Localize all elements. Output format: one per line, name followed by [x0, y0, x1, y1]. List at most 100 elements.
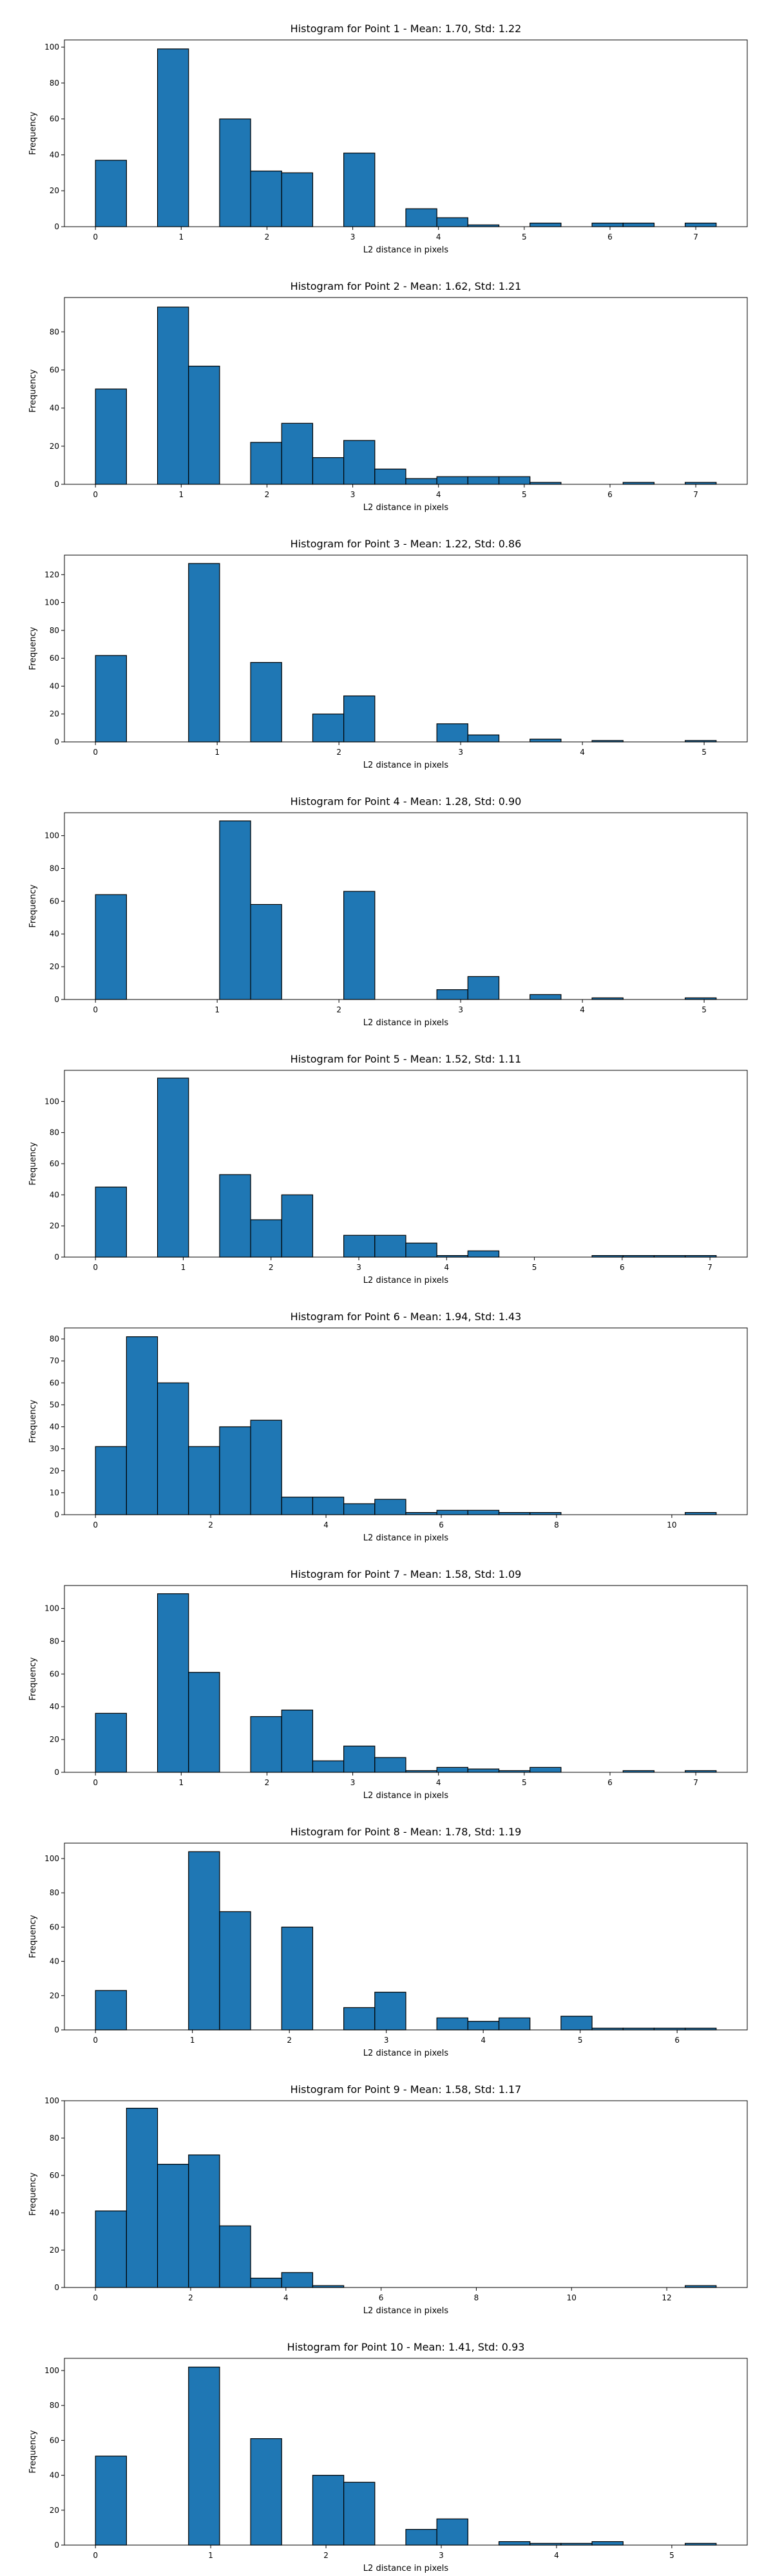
plot-frame — [64, 1585, 748, 1773]
histogram-bar — [281, 1926, 314, 2031]
x-tick-label: 0 — [93, 490, 98, 499]
y-tick-label: 80 — [50, 1636, 59, 1645]
x-tick-label: 3 — [356, 1263, 361, 1272]
x-tick-label: 4 — [283, 2293, 289, 2302]
histogram-bar — [343, 2007, 376, 2031]
histogram-bar — [281, 1497, 314, 1515]
x-tick-label: 4 — [323, 1520, 329, 1530]
chart-title: Histogram for Point 9 - Mean: 1.58, Std:… — [291, 2083, 522, 2096]
y-tick-label: 0 — [54, 1768, 59, 1777]
x-tick-label: 1 — [181, 1263, 186, 1272]
histogram-bar — [157, 2164, 189, 2288]
y-tick-label: 80 — [50, 327, 59, 336]
histogram-bar — [95, 2456, 127, 2546]
chart-title: Histogram for Point 10 - Mean: 1.41, Std… — [287, 2341, 525, 2353]
y-tick-label: 120 — [44, 570, 59, 579]
histogram-bar — [157, 1382, 189, 1515]
y-tick-label: 40 — [50, 1190, 59, 1199]
histogram-bar — [343, 2481, 376, 2546]
histogram-bar — [343, 891, 376, 1000]
y-tick-label: 70 — [50, 1356, 59, 1365]
x-tick-label: 4 — [436, 490, 441, 499]
y-tick-label: 60 — [50, 896, 59, 905]
histogram-bar — [405, 1242, 437, 1258]
chart-title: Histogram for Point 2 - Mean: 1.62, Std:… — [291, 280, 522, 292]
histogram-bar — [374, 1757, 406, 1773]
y-axis-label: Frequency — [28, 1915, 38, 1958]
histogram-bar — [312, 1497, 345, 1515]
histogram-bar — [405, 208, 437, 227]
y-tick-label: 100 — [44, 2366, 59, 2375]
histogram-bar — [157, 48, 189, 227]
histogram-bar — [312, 2474, 345, 2546]
histogram-bar — [498, 476, 531, 485]
histogram-bar — [405, 478, 437, 485]
histogram-bar — [312, 714, 345, 743]
y-tick-label: 40 — [50, 681, 59, 690]
histogram-bar — [467, 476, 500, 485]
y-tick-label: 40 — [50, 929, 59, 938]
histogram-bar — [591, 2541, 624, 2546]
histogram-bar — [188, 1672, 220, 1773]
histogram-bar — [219, 1174, 251, 1258]
chart-panel-2: Histogram for Point 2 - Mean: 1.62, Std:… — [28, 280, 748, 513]
y-tick-label: 60 — [50, 1669, 59, 1678]
chart-panel-4: Histogram for Point 4 - Mean: 1.28, Std:… — [28, 795, 748, 1028]
histogram-bar — [436, 989, 468, 1000]
histogram-bar — [530, 739, 562, 743]
x-tick-label: 5 — [532, 1263, 537, 1272]
x-axis-label: L2 distance in pixels — [363, 2306, 449, 2316]
x-tick-label: 1 — [215, 748, 220, 757]
histogram-bar — [560, 2016, 593, 2031]
chart-title: Histogram for Point 4 - Mean: 1.28, Std:… — [291, 795, 522, 808]
histogram-bar — [467, 1250, 500, 1258]
histogram-bar — [374, 1235, 406, 1258]
histogram-bar — [281, 1709, 314, 1773]
y-tick-label: 40 — [50, 1702, 59, 1711]
plot-frame — [64, 39, 748, 227]
histogram-bar — [343, 440, 376, 485]
histogram-bar — [95, 1186, 127, 1258]
y-tick-label: 100 — [44, 43, 59, 52]
histogram-bar — [436, 1766, 468, 1773]
histogram-bar — [157, 1593, 189, 1773]
x-tick-label: 10 — [667, 1520, 676, 1530]
x-tick-label: 2 — [269, 1263, 274, 1272]
y-tick-label: 10 — [50, 1488, 59, 1497]
histogram-bar — [405, 2529, 437, 2546]
y-tick-label: 20 — [50, 1735, 59, 1744]
x-tick-label: 5 — [701, 1005, 707, 1014]
x-tick-label: 6 — [439, 1520, 444, 1530]
histogram-bar — [436, 2017, 468, 2031]
y-tick-label: 60 — [50, 1159, 59, 1168]
histogram-bar — [498, 1511, 531, 1515]
histogram-bar — [312, 457, 345, 485]
histogram-bar — [95, 2210, 127, 2288]
chart-panel-6: Histogram for Point 6 - Mean: 1.94, Std:… — [28, 1311, 748, 1543]
x-axis-label: L2 distance in pixels — [363, 2049, 449, 2058]
histogram-bar — [95, 1446, 127, 1515]
histogram-bar — [95, 388, 127, 485]
y-tick-label: 0 — [54, 2025, 59, 2034]
y-tick-label: 40 — [50, 2471, 59, 2480]
y-tick-label: 60 — [50, 1378, 59, 1387]
y-tick-label: 0 — [54, 1253, 59, 1262]
x-tick-label: 6 — [607, 1778, 613, 1787]
histogram-bar — [436, 2518, 468, 2546]
x-tick-label: 2 — [265, 490, 270, 499]
y-tick-label: 20 — [50, 2506, 59, 2515]
x-tick-label: 6 — [607, 232, 613, 242]
y-axis-label: Frequency — [28, 1657, 38, 1700]
x-tick-label: 5 — [522, 232, 527, 242]
histogram-bar — [188, 2154, 220, 2288]
y-tick-label: 0 — [54, 737, 59, 746]
y-tick-label: 80 — [50, 1888, 59, 1897]
y-tick-label: 20 — [50, 186, 59, 195]
plot-frame — [64, 1327, 748, 1515]
chart-panel-10: Histogram for Point 10 - Mean: 1.41, Std… — [28, 2341, 748, 2573]
x-tick-label: 0 — [93, 1005, 98, 1014]
y-tick-label: 40 — [50, 1423, 59, 1432]
y-tick-label: 60 — [50, 115, 59, 124]
x-axis-label: L2 distance in pixels — [363, 1276, 449, 1285]
